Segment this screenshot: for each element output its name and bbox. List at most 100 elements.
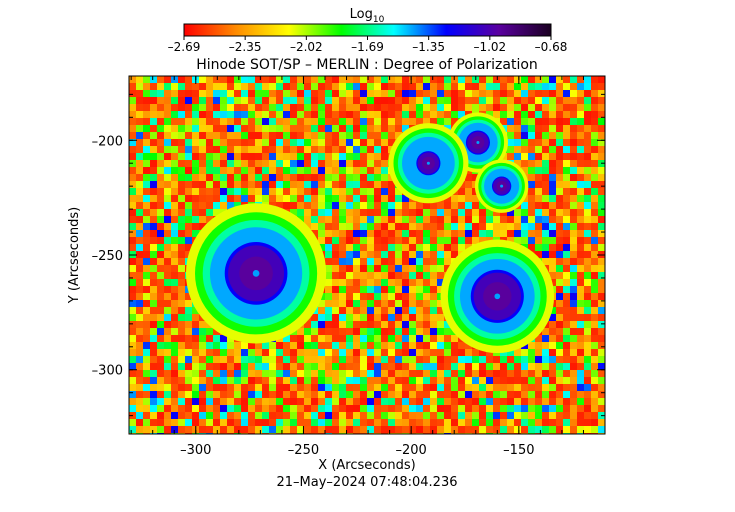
texture-cell [395, 405, 402, 412]
texture-cell [521, 356, 528, 363]
texture-cell [444, 384, 451, 391]
texture-cell [577, 321, 584, 328]
texture-cell [409, 377, 416, 384]
texture-cell [241, 342, 248, 349]
texture-cell [325, 314, 332, 321]
texture-cell [290, 335, 297, 342]
texture-cell [458, 97, 465, 104]
texture-cell [360, 125, 367, 132]
texture-cell [507, 398, 514, 405]
texture-cell [521, 426, 528, 433]
texture-cell [570, 412, 577, 419]
texture-cell [381, 370, 388, 377]
texture-cell [269, 167, 276, 174]
texture-cell [164, 258, 171, 265]
texture-cell [528, 356, 535, 363]
texture-cell [199, 90, 206, 97]
texture-cell [395, 265, 402, 272]
texture-cell [430, 216, 437, 223]
texture-cell [416, 328, 423, 335]
texture-cell [150, 97, 157, 104]
texture-cell [570, 300, 577, 307]
texture-cell [171, 279, 178, 286]
texture-cell [528, 363, 535, 370]
texture-cell [192, 160, 199, 167]
texture-cell [129, 384, 136, 391]
texture-cell [171, 398, 178, 405]
texture-cell [143, 342, 150, 349]
texture-cell [353, 328, 360, 335]
texture-cell [311, 209, 318, 216]
texture-cell [164, 202, 171, 209]
texture-cell [339, 202, 346, 209]
texture-cell [556, 230, 563, 237]
texture-cell [339, 174, 346, 181]
texture-cell [332, 251, 339, 258]
texture-cell [437, 426, 444, 433]
texture-cell [542, 384, 549, 391]
texture-cell [528, 244, 535, 251]
texture-cell [458, 90, 465, 97]
texture-cell [332, 153, 339, 160]
texture-cell [262, 132, 269, 139]
texture-cell [311, 398, 318, 405]
texture-cell [171, 139, 178, 146]
texture-cell [549, 335, 556, 342]
texture-cell [241, 181, 248, 188]
texture-cell [409, 244, 416, 251]
texture-cell [430, 209, 437, 216]
texture-cell [136, 286, 143, 293]
texture-cell [556, 279, 563, 286]
texture-cell [269, 146, 276, 153]
texture-cell [248, 90, 255, 97]
texture-cell [241, 412, 248, 419]
texture-cell [451, 391, 458, 398]
texture-cell [367, 419, 374, 426]
texture-cell [269, 398, 276, 405]
texture-cell [598, 237, 605, 244]
texture-cell [346, 237, 353, 244]
texture-cell [269, 419, 276, 426]
texture-cell [584, 314, 591, 321]
texture-cell [171, 244, 178, 251]
texture-cell [332, 272, 339, 279]
texture-cell [353, 286, 360, 293]
texture-cell [423, 398, 430, 405]
texture-cell [591, 209, 598, 216]
texture-cell [262, 188, 269, 195]
texture-cell [465, 412, 472, 419]
texture-cell [507, 104, 514, 111]
texture-cell [241, 125, 248, 132]
texture-cell [297, 174, 304, 181]
texture-cell [136, 118, 143, 125]
texture-cell [584, 167, 591, 174]
texture-cell [346, 321, 353, 328]
texture-cell [437, 111, 444, 118]
texture-cell [276, 405, 283, 412]
texture-cell [570, 132, 577, 139]
texture-cell [374, 146, 381, 153]
texture-cell [381, 377, 388, 384]
texture-cell [150, 90, 157, 97]
texture-cell [136, 314, 143, 321]
texture-cell [346, 202, 353, 209]
texture-cell [178, 314, 185, 321]
texture-cell [353, 412, 360, 419]
texture-cell [367, 307, 374, 314]
texture-cell [542, 244, 549, 251]
texture-cell [150, 272, 157, 279]
texture-cell [486, 76, 493, 83]
texture-cell [339, 97, 346, 104]
texture-cell [332, 300, 339, 307]
texture-cell [577, 286, 584, 293]
texture-cell [171, 83, 178, 90]
texture-cell [339, 132, 346, 139]
texture-cell [549, 314, 556, 321]
texture-cell [451, 118, 458, 125]
texture-cell [577, 419, 584, 426]
texture-cell [178, 160, 185, 167]
texture-cell [416, 237, 423, 244]
texture-cell [430, 426, 437, 433]
texture-cell [409, 230, 416, 237]
texture-cell [143, 300, 150, 307]
